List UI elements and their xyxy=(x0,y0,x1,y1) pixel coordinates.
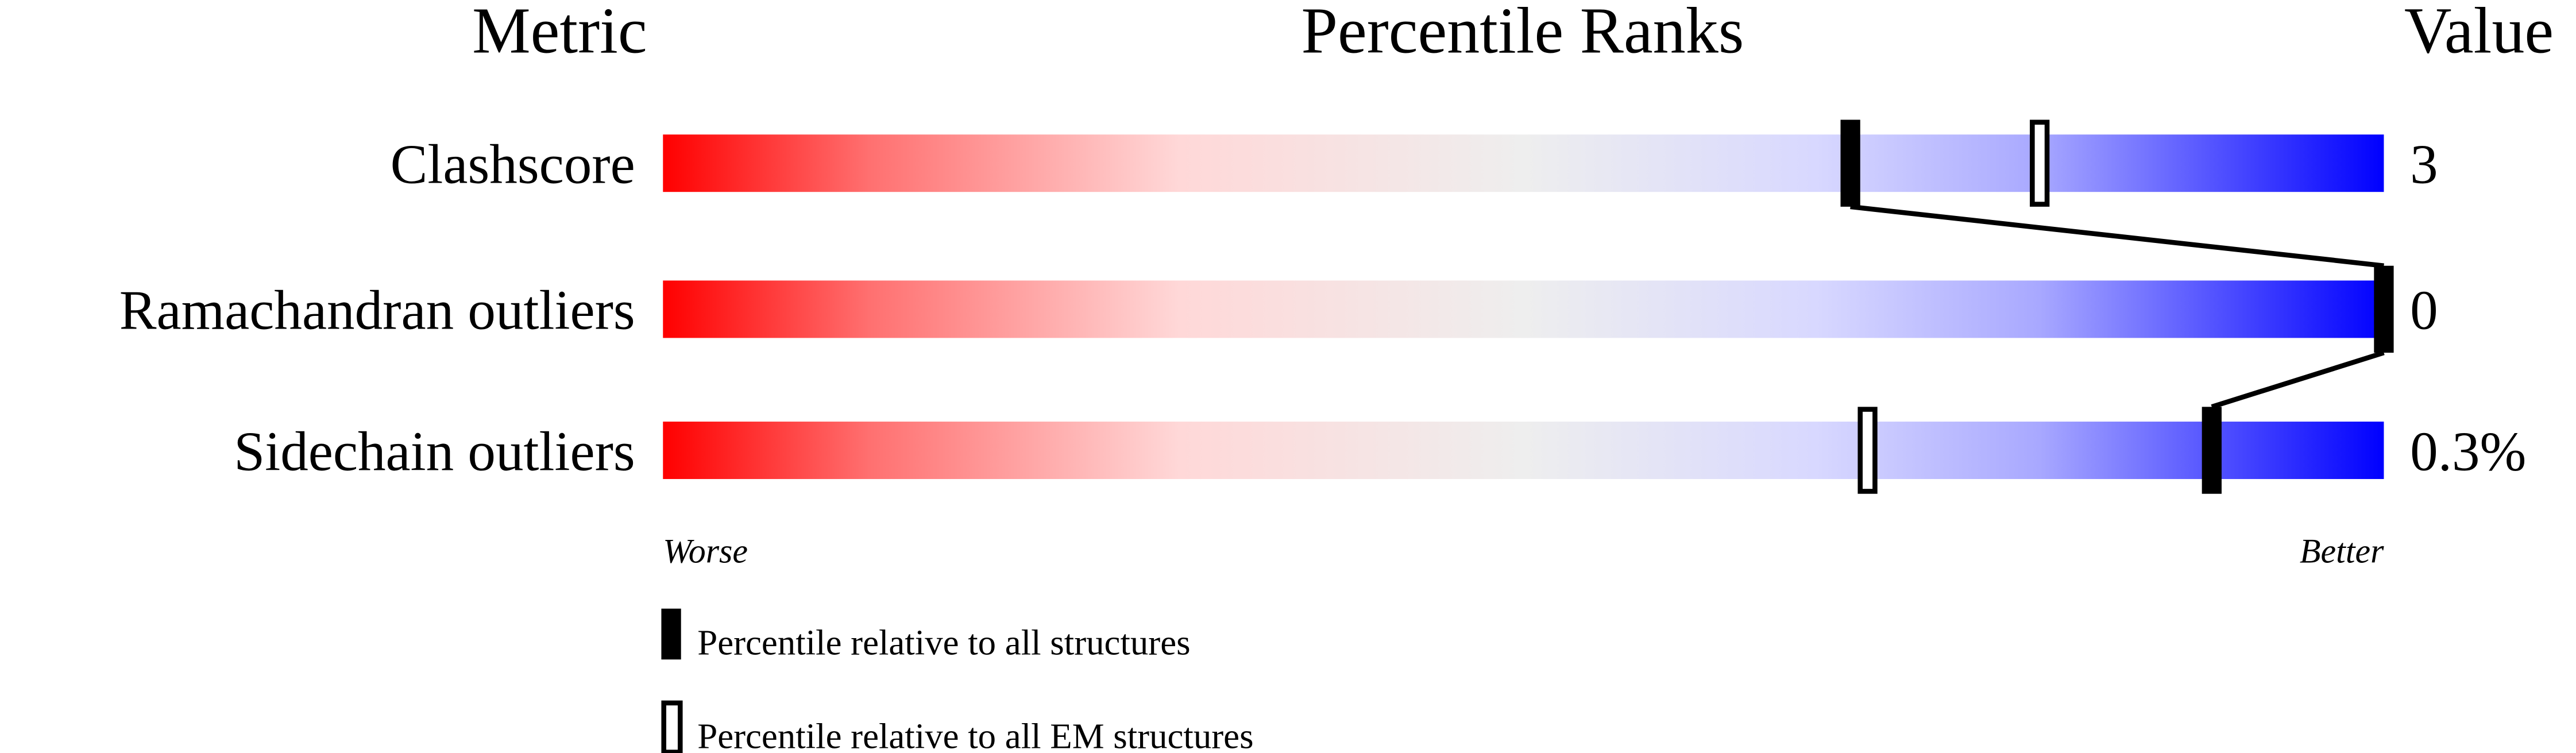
connector-line xyxy=(1850,204,2384,268)
metric-label: Clashscore xyxy=(391,133,635,195)
axis-label-better: Better xyxy=(2300,532,2384,570)
legend-label-all: Percentile relative to all structures xyxy=(697,623,1190,663)
metric-label: Sidechain outliers xyxy=(234,420,635,482)
legend-marker-em xyxy=(661,700,683,753)
gradient-bar xyxy=(663,280,2384,338)
metric-value: 3 xyxy=(2410,133,2438,195)
connector-line xyxy=(2211,350,2385,410)
marker-em xyxy=(2030,119,2050,207)
marker-all xyxy=(2374,265,2394,353)
marker-all xyxy=(2202,407,2222,494)
marker-em xyxy=(1857,407,1878,494)
gradient-bar xyxy=(663,134,2384,192)
metric-label: Ramachandran outliers xyxy=(119,280,635,342)
metric-value: 0 xyxy=(2410,280,2438,342)
header-percentile-ranks: Percentile Ranks xyxy=(1301,0,1744,67)
metric-value: 0.3% xyxy=(2410,420,2526,482)
gradient-bar xyxy=(663,422,2384,480)
legend-marker-all xyxy=(661,608,681,660)
header-metric: Metric xyxy=(472,0,647,67)
header-value: Value xyxy=(2404,0,2554,67)
axis-label-worse: Worse xyxy=(663,532,748,570)
legend-label-em: Percentile relative to all EM structures xyxy=(697,716,1253,753)
marker-all xyxy=(1840,119,1860,207)
